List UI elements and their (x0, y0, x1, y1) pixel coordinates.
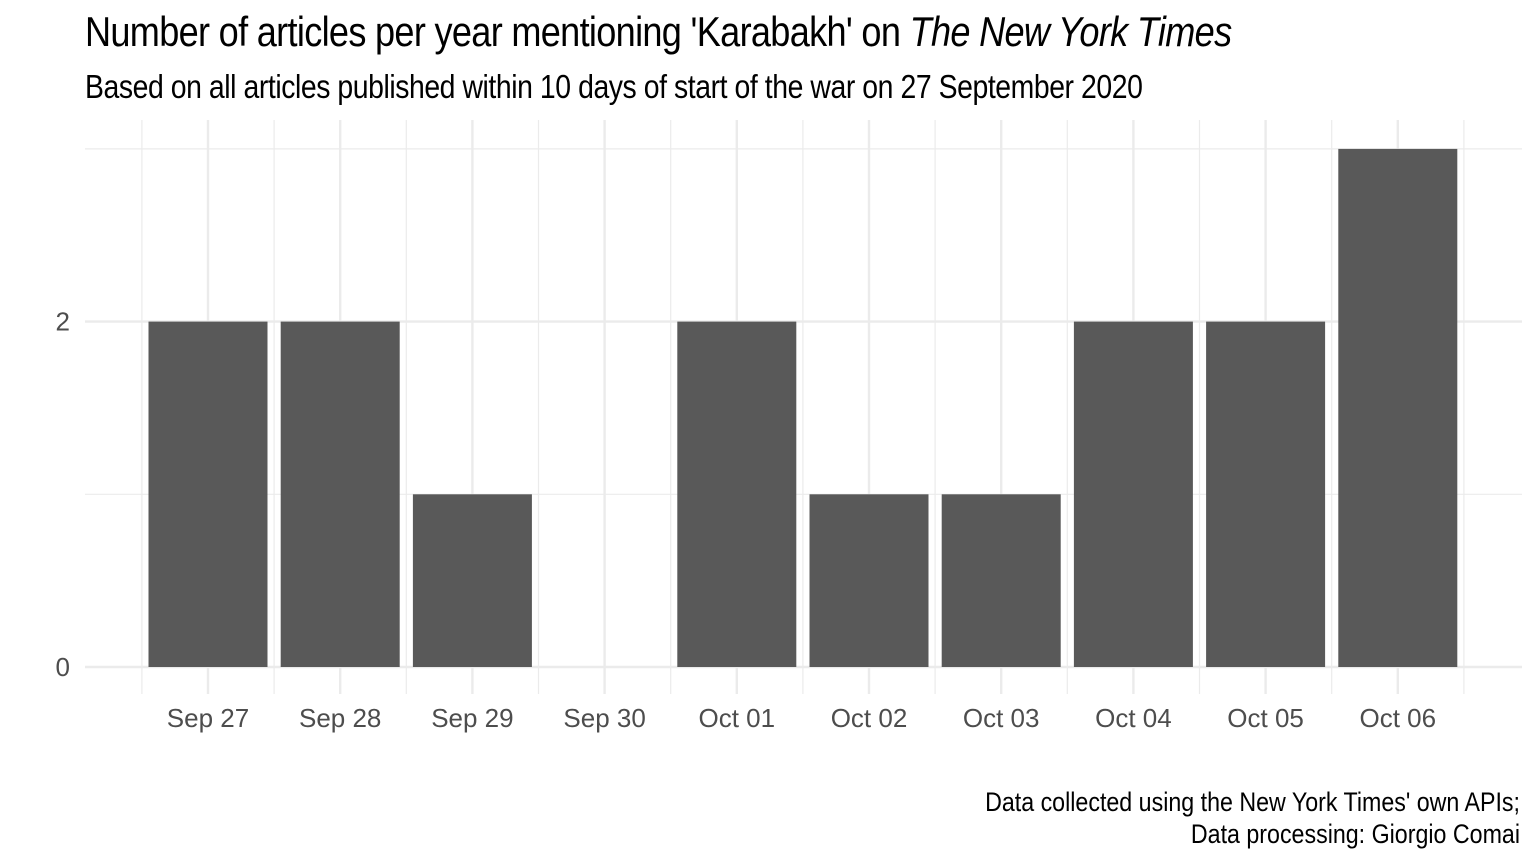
caption-line-2: Data processing: Giorgio Comai (1190, 819, 1520, 849)
y-tick-label: 0 (56, 652, 70, 682)
bar-sep-28 (280, 321, 400, 667)
bar-oct-03 (941, 494, 1061, 667)
x-tick-label: Oct 05 (1227, 703, 1304, 733)
chart-subtitle: Based on all articles published within 1… (85, 68, 1143, 105)
x-tick-label: Sep 27 (167, 703, 249, 733)
x-tick-label: Sep 29 (431, 703, 513, 733)
chart-title: Number of articles per year mentioning '… (85, 8, 1233, 56)
bar-oct-04 (1073, 321, 1193, 667)
x-tick-label: Sep 30 (563, 703, 645, 733)
bar-oct-01 (677, 321, 797, 667)
bar-oct-02 (809, 494, 929, 667)
x-tick-label: Oct 02 (831, 703, 908, 733)
bar-sep-29 (412, 494, 532, 667)
x-tick-label: Sep 28 (299, 703, 381, 733)
caption-line-1: Data collected using the New York Times'… (985, 787, 1520, 817)
bar-sep-27 (148, 321, 268, 667)
x-tick-label: Oct 03 (963, 703, 1040, 733)
bar-oct-05 (1206, 321, 1326, 667)
bar-oct-06 (1338, 148, 1458, 667)
x-tick-label: Oct 04 (1095, 703, 1172, 733)
y-tick-label: 2 (56, 307, 70, 337)
chart-title-main: Number of articles per year mentioning '… (85, 8, 910, 55)
chart-title-italic: The New York Times (909, 8, 1233, 55)
x-tick-label: Oct 01 (699, 703, 776, 733)
x-tick-label: Oct 06 (1360, 703, 1437, 733)
chart-caption: Data collected using the New York Times'… (985, 786, 1520, 850)
